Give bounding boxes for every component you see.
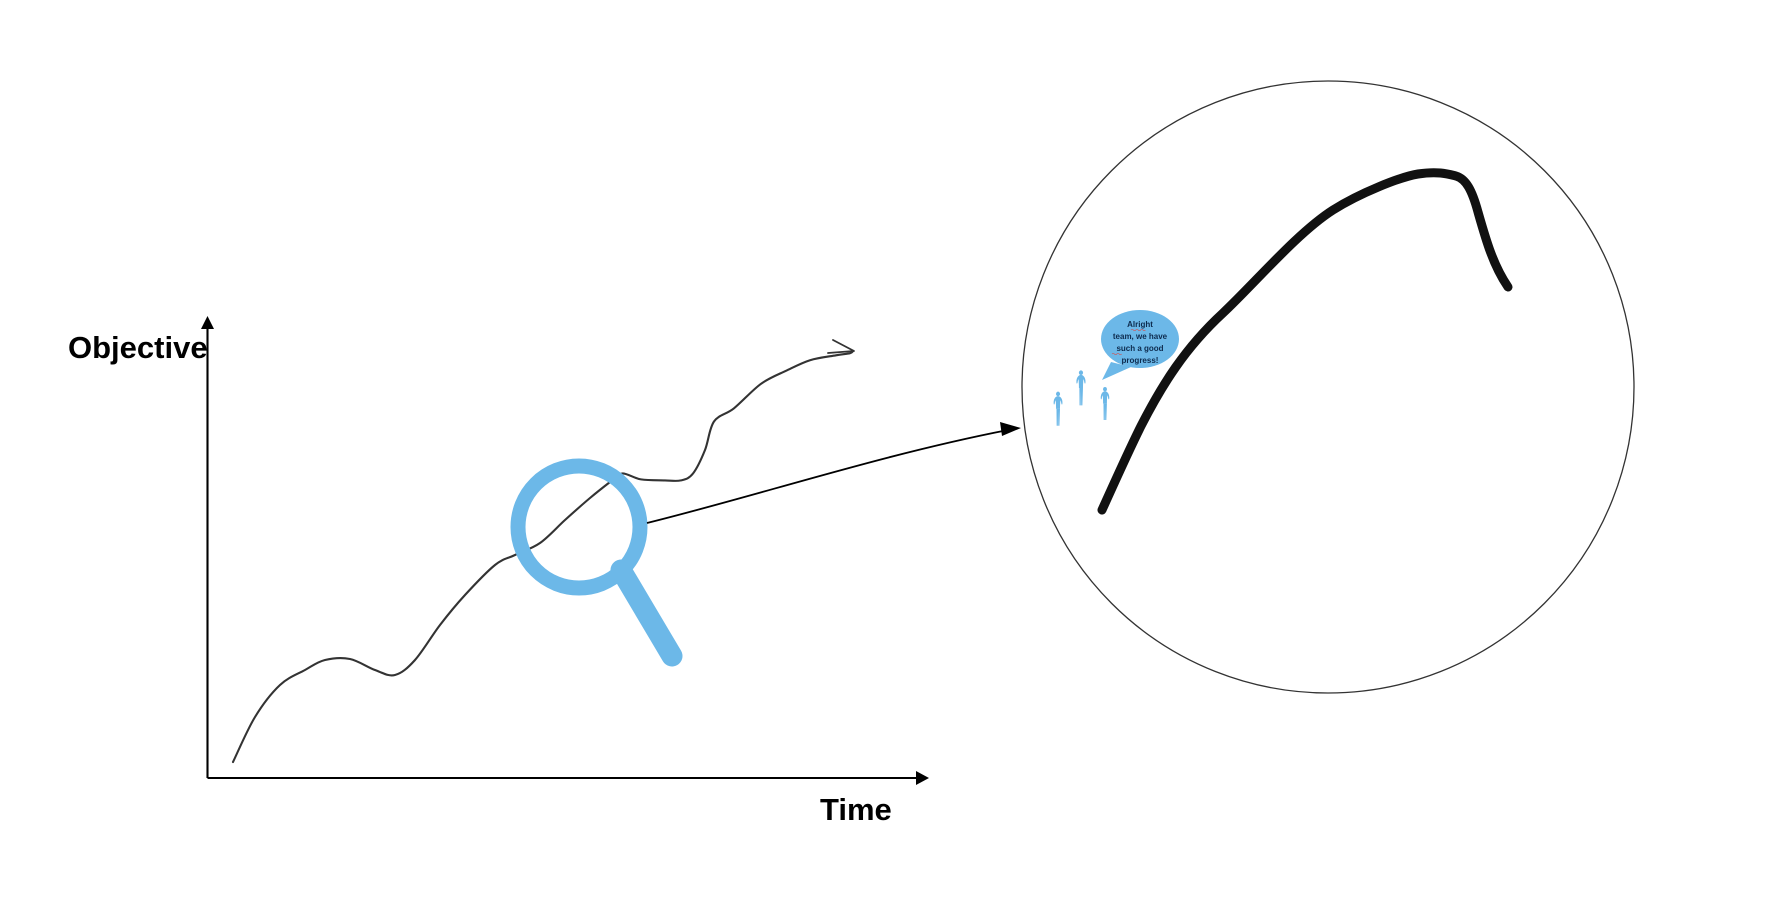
svg-text:such a good: such a good (1116, 344, 1163, 353)
svg-text:Time: Time (820, 792, 892, 827)
svg-text:Alright: Alright (1127, 320, 1153, 329)
svg-text:Objective: Objective (68, 330, 208, 365)
svg-text:team, we have: team, we have (1113, 332, 1168, 341)
svg-text:progress!: progress! (1122, 356, 1159, 365)
